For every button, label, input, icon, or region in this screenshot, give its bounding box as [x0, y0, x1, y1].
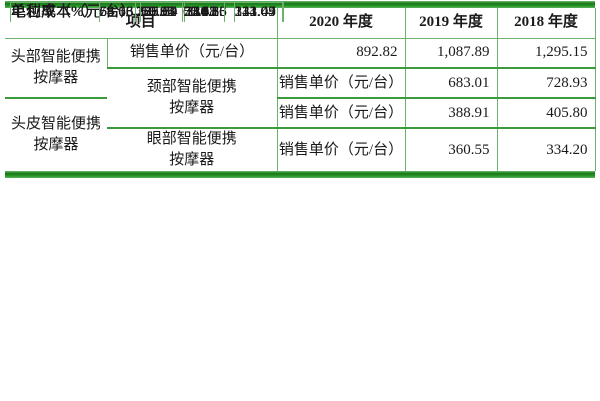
value-cell: 54.06 [98, 1, 141, 22]
value-cell: 334.20 [496, 127, 596, 171]
group-name-line2: 按摩器 [169, 100, 215, 116]
value-cell: 57.85 [140, 1, 183, 22]
value-cell: 388.91 [404, 97, 498, 127]
value-cell: 728.93 [496, 67, 596, 97]
value-cell: 360.55 [404, 127, 498, 171]
group-name-cell: 颈部智能便携 按摩器 [107, 67, 278, 127]
group-name-line1: 头皮智能便携 [10, 116, 101, 132]
metric-label-cell: 销售单价（元/台） [106, 38, 278, 67]
group-name-line1: 眼部智能便携 [146, 131, 237, 147]
bottom-accent-bar [5, 171, 595, 178]
group-name-line2: 按摩器 [33, 137, 79, 153]
pricing-table: 项目 2020 年度 2019 年度 2018 年度 头部智能便携 按摩器 销售单… [5, 1, 596, 171]
header-year-2018: 2018 年度 [496, 8, 596, 39]
metric-label-cell: 毛利率（%） [10, 1, 99, 22]
group-name-line1: 颈部智能便携 [146, 79, 237, 95]
value-cell: 56.93 [182, 1, 225, 22]
group-name-line1: 头部智能便携 [10, 48, 101, 65]
value-cell: 1,087.89 [404, 38, 498, 67]
group-name-line2: 按摩器 [169, 152, 215, 168]
group-name-line2: 按摩器 [33, 69, 79, 86]
metric-label-cell: 销售单价（元/台） [276, 127, 406, 171]
header-year-2020: 2020 年度 [276, 8, 406, 39]
value-cell: 892.82 [276, 38, 406, 67]
table-header-row: 项目 2020 年度 2019 年度 2018 年度 [5, 8, 596, 39]
group-name-cell: 头皮智能便携 按摩器 [5, 97, 107, 171]
value-cell: 405.80 [496, 97, 596, 127]
table-row: 头部智能便携 按摩器 销售单价（元/台） 892.82 1,087.89 1,29… [5, 38, 596, 86]
value-cell: 683.01 [404, 67, 498, 97]
header-year-2019: 2019 年度 [404, 8, 498, 39]
top-accent-bar [5, 1, 595, 8]
metric-label-cell: 销售单价（元/台） [276, 67, 406, 97]
metric-label-cell: 销售单价（元/台） [276, 97, 406, 127]
group-name-cell: 头部智能便携 按摩器 [5, 38, 107, 97]
group-name-cell: 眼部智能便携 按摩器 [107, 127, 278, 171]
value-cell: 122.09 [233, 1, 284, 22]
value-cell: 1,295.15 [496, 38, 596, 67]
table-row: 毛利率（%） 54.06 57.85 56.93 [10, 1, 600, 31]
